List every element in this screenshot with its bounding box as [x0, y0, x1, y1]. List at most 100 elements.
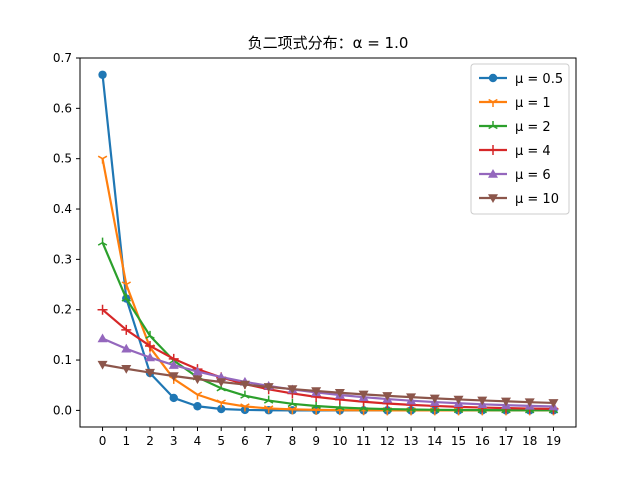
- chart-title: 负二项式分布：α = 1.0: [248, 34, 409, 52]
- data-point: [121, 343, 132, 353]
- legend-entry-4: μ = 6: [479, 168, 551, 183]
- axes: 0.00.10.20.30.40.50.60.70 1 2 3 4 5 6 7 8 9 10 11 12…: [53, 51, 577, 448]
- legend-marker: [488, 73, 498, 83]
- x-tick-label: 5: [217, 434, 225, 448]
- data-point: [240, 390, 250, 399]
- series-5: [97, 360, 559, 408]
- data-point: [548, 399, 559, 408]
- data-point: [121, 281, 132, 290]
- x-tick-label: 7: [265, 434, 273, 448]
- y-tick-label: 0.0: [53, 403, 72, 417]
- x-tick-label: 9: [312, 434, 320, 448]
- data-point: [263, 395, 274, 404]
- legend-entry-3: μ = 4: [479, 144, 551, 159]
- x-tick-label: 15: [451, 434, 466, 448]
- y-tick-label: 0.1: [53, 353, 72, 367]
- data-point: [169, 393, 178, 403]
- x-tick-label: 1: [122, 434, 130, 448]
- axes-frame: [79, 57, 577, 428]
- data-point: [217, 404, 226, 414]
- x-tick-label: 17: [498, 434, 513, 448]
- data-point: [121, 324, 132, 335]
- data-point: [97, 333, 108, 343]
- data-point: [287, 406, 298, 415]
- data-point: [97, 360, 108, 370]
- x-tick-label: 6: [241, 434, 249, 448]
- data-point: [524, 398, 535, 408]
- legend-label: μ = 2: [515, 120, 551, 135]
- x-tick-label: 10: [332, 434, 347, 448]
- x-tick-label: 8: [289, 434, 297, 448]
- data-point: [429, 394, 440, 404]
- data-point: [358, 390, 369, 400]
- x-tick-label: 13: [403, 434, 418, 448]
- data-point: [145, 330, 155, 339]
- data-point: [263, 383, 274, 392]
- data-point: [97, 304, 108, 315]
- data-point: [406, 393, 417, 403]
- x-tick-label: 19: [546, 434, 561, 448]
- data-point: [382, 392, 393, 401]
- data-point: [121, 365, 132, 374]
- legend: μ = 0.5 μ = 1 μ = 2 μ = 4 μ = 6 μ = 10: [470, 63, 570, 215]
- legend-marker: [488, 98, 498, 107]
- data-point: [98, 70, 107, 79]
- plot-area: [97, 70, 559, 416]
- data-point: [168, 372, 179, 382]
- data-point: [239, 380, 250, 390]
- y-tick-label: 0.5: [53, 152, 72, 166]
- data-point: [193, 402, 202, 411]
- x-tick-label: 3: [170, 434, 178, 448]
- legend-entry-1: μ = 1: [479, 96, 551, 111]
- legend-label: μ = 6: [515, 168, 551, 183]
- legend-entry-0: μ = 0.5: [479, 72, 563, 87]
- data-point: [500, 397, 511, 407]
- data-point: [97, 155, 108, 164]
- legend-label: μ = 4: [515, 144, 551, 159]
- data-point: [145, 368, 156, 378]
- x-tick-label: 4: [194, 434, 202, 448]
- series-line: [102, 337, 554, 408]
- legend-label: μ = 1: [515, 96, 551, 111]
- x-tick-label: 0: [99, 434, 107, 448]
- data-point: [311, 387, 322, 397]
- y-tick-label: 0.6: [53, 101, 72, 115]
- x-tick-label: 11: [356, 434, 371, 448]
- y-tick-label: 0.3: [53, 252, 72, 266]
- data-point: [240, 403, 250, 412]
- x-tick-label: 12: [380, 434, 395, 448]
- series-line: [102, 363, 554, 405]
- x-tick-label: 14: [427, 434, 442, 448]
- data-point: [216, 378, 227, 387]
- data-point: [192, 366, 203, 376]
- data-point: [477, 396, 488, 406]
- data-point: [216, 399, 226, 408]
- data-point: [287, 398, 298, 407]
- legend-marker: [488, 169, 498, 178]
- x-tick-label: 18: [522, 434, 537, 448]
- data-point: [192, 375, 203, 385]
- legend-marker: [488, 121, 498, 130]
- x-tick-label: 2: [146, 434, 154, 448]
- y-tick-label: 0.4: [53, 202, 72, 216]
- y-tick-label: 0.2: [53, 303, 72, 317]
- legend-marker: [488, 145, 498, 155]
- data-point: [168, 360, 179, 369]
- data-point: [192, 391, 203, 400]
- data-point: [145, 352, 156, 362]
- legend-label: μ = 0.5: [515, 72, 563, 87]
- legend-entry-2: μ = 2: [479, 120, 551, 135]
- legend-entry-5: μ = 10: [479, 192, 559, 207]
- data-point: [263, 405, 274, 414]
- data-point: [334, 389, 345, 398]
- data-point: [453, 395, 464, 405]
- y-tick-label: 0.7: [53, 51, 72, 65]
- legend-label: μ = 10: [515, 192, 559, 207]
- data-point: [97, 237, 108, 246]
- legend-marker: [488, 194, 498, 203]
- x-tick-label: 16: [475, 434, 490, 448]
- data-point: [121, 293, 132, 302]
- data-point: [287, 385, 298, 395]
- data-point: [145, 340, 156, 351]
